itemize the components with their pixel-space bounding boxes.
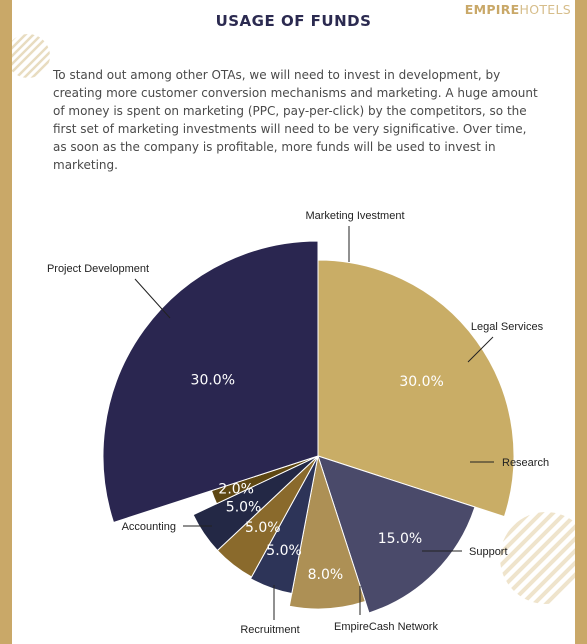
brand-logo: EMPIREHOTELS bbox=[465, 2, 571, 17]
usage-of-funds-pie-chart: 30.0% Marketing Ivestment 15.0% Legal Servi… bbox=[47, 210, 549, 636]
slice-value-label-legal-services: 15.0% bbox=[378, 531, 422, 547]
slice-category-label-support: Support bbox=[469, 546, 508, 558]
pie-slice-marketing-ivestment bbox=[317, 259, 515, 518]
slice-value-label-accounting: 2.0% bbox=[218, 481, 254, 497]
slice-category-label-recruitment: Recruitment bbox=[240, 624, 299, 636]
slice-value-label-marketing-ivestment: 30.0% bbox=[399, 374, 443, 390]
brand-light: HOTELS bbox=[519, 2, 571, 17]
pie-slice-research bbox=[288, 455, 366, 610]
page: EMPIREHOTELS USAGE OF FUNDS To stand out… bbox=[12, 0, 575, 644]
slice-value-label-empirecash-network: 5.0% bbox=[245, 520, 281, 536]
slice-category-label-empirecash-network: EmpireCash Network bbox=[334, 621, 438, 633]
brand-bold: EMPIRE bbox=[464, 2, 520, 17]
stripe-circle-decoration-top bbox=[12, 34, 50, 78]
slice-value-label-project-development: 30.0% bbox=[191, 373, 235, 389]
stripe-circle-decoration-bottom bbox=[500, 512, 575, 604]
slice-value-label-recruitment: 5.0% bbox=[226, 500, 262, 516]
pie-slice-recruitment bbox=[192, 455, 319, 552]
pie-slice-project-development bbox=[102, 240, 319, 524]
slice-value-label-research: 8.0% bbox=[308, 567, 344, 583]
pie-slice-support bbox=[249, 455, 319, 595]
leader-line-legal-services bbox=[467, 336, 494, 363]
pie-slice-legal-services bbox=[317, 455, 476, 614]
slice-category-label-project-development: Project Development bbox=[47, 263, 149, 275]
slice-category-label-research: Research bbox=[502, 457, 549, 469]
slice-category-label-accounting: Accounting bbox=[122, 521, 176, 533]
slice-value-label-support: 5.0% bbox=[266, 543, 302, 559]
intro-paragraph: To stand out among other OTAs, we will n… bbox=[53, 68, 538, 172]
slice-category-label-legal-services: Legal Services bbox=[471, 321, 544, 333]
slice-category-label-marketing-ivestment: Marketing Ivestment bbox=[305, 210, 404, 222]
leader-line-project-development bbox=[134, 278, 171, 319]
page-title: USAGE OF FUNDS bbox=[215, 12, 372, 30]
